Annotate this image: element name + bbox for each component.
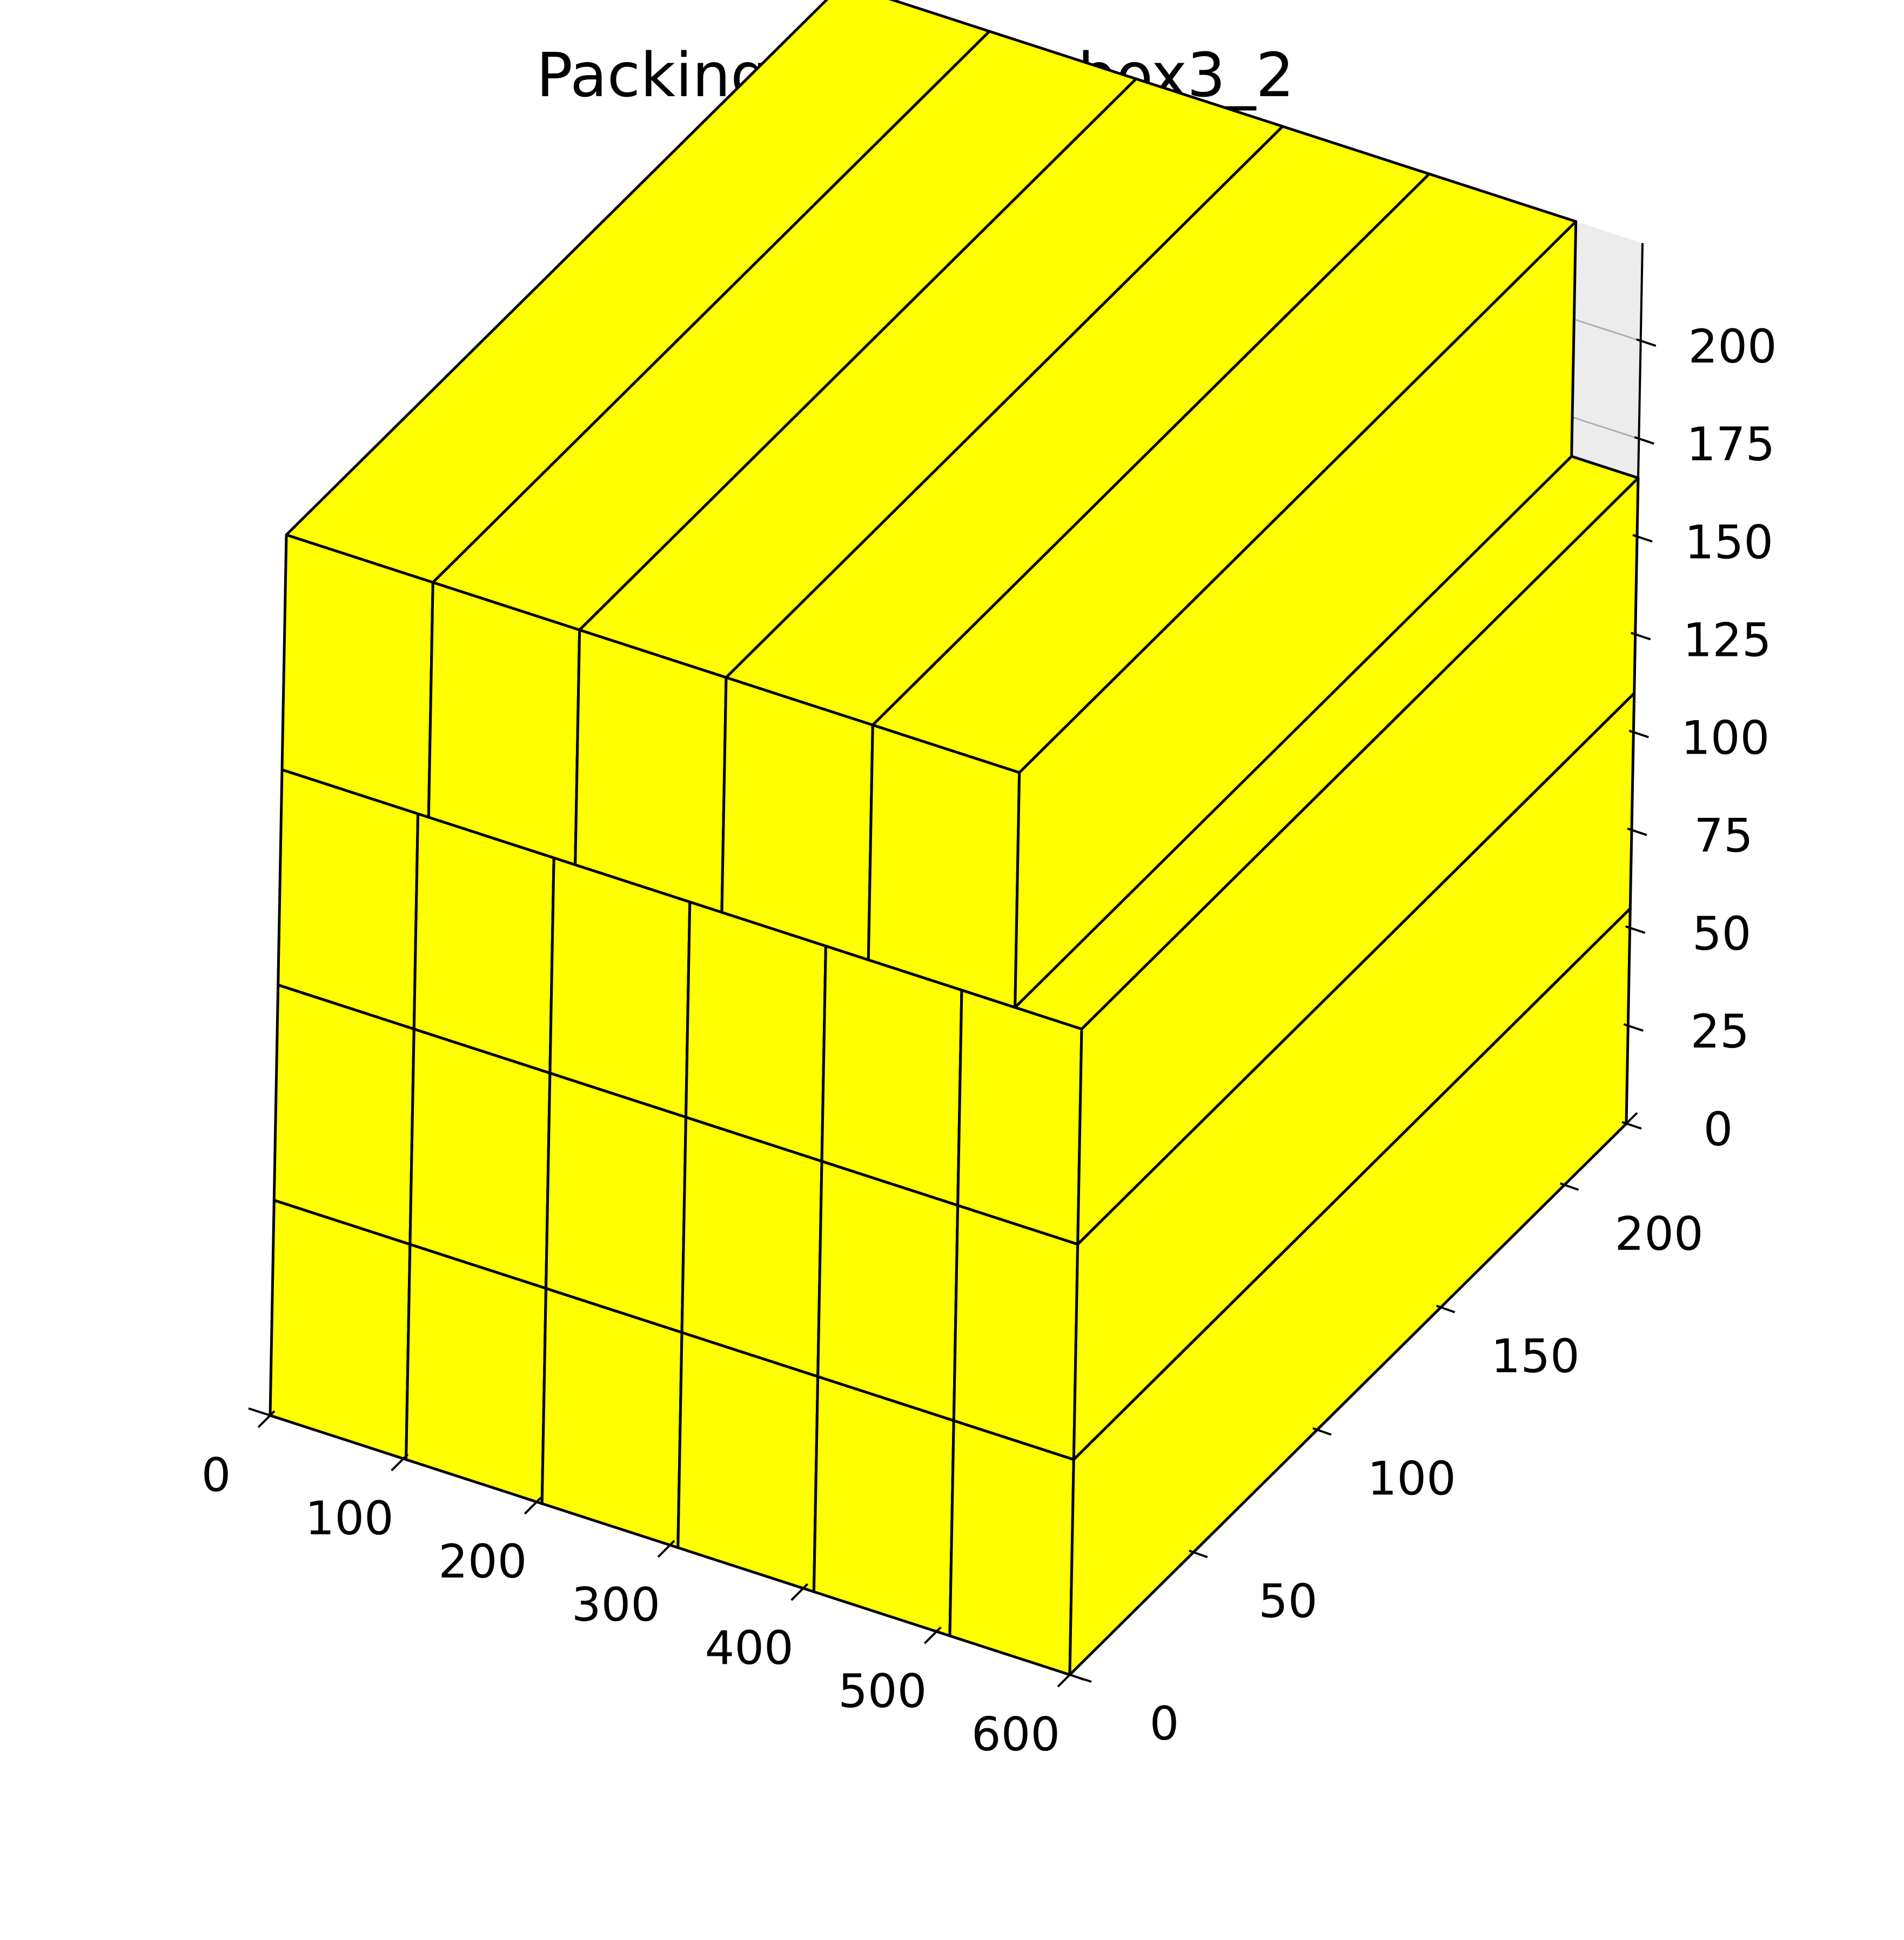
x-tick-label: 100 <box>305 1492 394 1546</box>
x-tick-label: 200 <box>438 1535 527 1589</box>
z-tick <box>1631 632 1651 641</box>
box-front-face <box>676 1331 820 1593</box>
x-tick <box>657 1540 675 1558</box>
packed-boxes <box>269 0 1640 1676</box>
y-tick <box>1065 1672 1084 1681</box>
x-tick-label: 300 <box>572 1578 660 1632</box>
box-front-face <box>545 1071 687 1334</box>
box-front-face <box>720 676 874 962</box>
box-front-face <box>405 1243 547 1505</box>
box-front-face <box>280 533 434 819</box>
x-tick <box>923 1626 942 1644</box>
box-front-face <box>272 983 415 1246</box>
box-front-face <box>952 1204 1080 1461</box>
x-tick-label: 0 <box>202 1448 231 1502</box>
z-tick-label: 175 <box>1686 418 1775 472</box>
z-tick-label: 150 <box>1685 515 1773 569</box>
z-tick <box>1628 729 1649 739</box>
box-front-face <box>948 1419 1075 1676</box>
y-tick-label: 150 <box>1491 1330 1580 1384</box>
x-tick <box>524 1496 542 1515</box>
axis-lines <box>248 243 1657 1688</box>
y-axis-line <box>1069 1112 1638 1676</box>
x-tick-label: 400 <box>705 1621 794 1675</box>
y-tick-label: 100 <box>1367 1452 1456 1506</box>
x-tick <box>790 1583 809 1601</box>
z-tick <box>1632 534 1653 543</box>
box-front-face <box>574 628 728 914</box>
box-front-face <box>408 1028 552 1290</box>
box-front-face <box>685 901 827 1163</box>
box-front-face <box>680 1116 823 1378</box>
box-top-face <box>871 172 1578 774</box>
z-tick-label: 25 <box>1691 1005 1749 1059</box>
box-front-face <box>412 812 555 1075</box>
z-tick-label: 125 <box>1683 613 1772 667</box>
z-tick-label: 0 <box>1704 1103 1733 1157</box>
x-tick-label: 500 <box>838 1664 927 1719</box>
z-tick <box>1636 338 1657 347</box>
box-front-face <box>548 856 692 1119</box>
y-tick <box>1312 1427 1332 1436</box>
z-tick-label: 75 <box>1694 809 1753 863</box>
box-front-face <box>812 1375 955 1637</box>
box-front-face <box>956 989 1083 1246</box>
z-tick <box>1634 436 1654 445</box>
box-front-face <box>816 1160 960 1422</box>
packed-box <box>867 172 1578 1009</box>
box-front-face <box>540 1287 683 1549</box>
x-tick-label: 600 <box>971 1708 1060 1762</box>
z-tick <box>1621 1121 1642 1130</box>
z-axis-line <box>1625 243 1644 1124</box>
z-tick <box>1625 925 1646 934</box>
box-front-face <box>867 723 1021 1009</box>
y-tick <box>1436 1305 1456 1313</box>
box-front-face <box>277 768 420 1031</box>
z-tick-label: 50 <box>1692 907 1751 961</box>
box-front-face <box>820 944 963 1207</box>
y-tick <box>1189 1549 1208 1559</box>
y-tick-label: 0 <box>1150 1697 1179 1751</box>
y-tick-label: 200 <box>1615 1207 1704 1261</box>
y-tick-label: 50 <box>1258 1574 1317 1628</box>
box-front-face <box>427 581 581 867</box>
z-tick-label: 200 <box>1688 320 1777 374</box>
y-tick <box>1559 1182 1579 1191</box>
box-front-face <box>269 1199 412 1461</box>
z-tick-label: 100 <box>1681 711 1769 766</box>
z-tick <box>1627 827 1647 836</box>
z-tick <box>1623 1023 1644 1032</box>
x-tick <box>257 1410 276 1428</box>
x-tick <box>391 1453 409 1472</box>
